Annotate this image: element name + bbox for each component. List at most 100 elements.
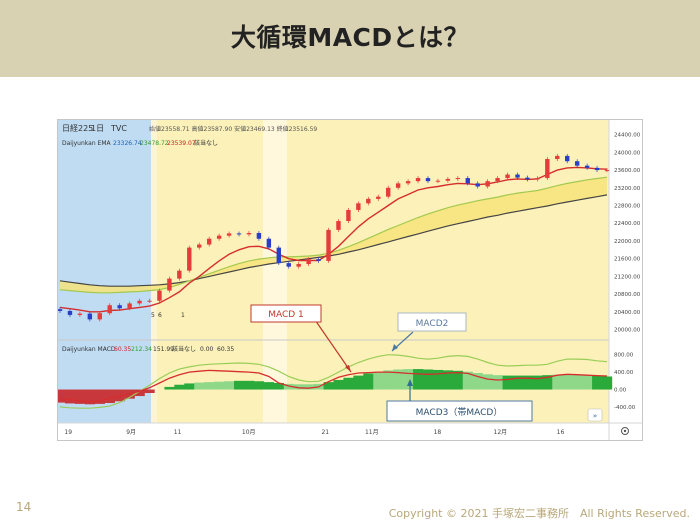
candle-body	[565, 155, 570, 162]
macd-band-bar	[144, 389, 155, 394]
macd-band-bar	[214, 381, 225, 390]
macd-value-2: 212.34	[131, 346, 152, 353]
candle-body	[58, 309, 63, 311]
macd-note: 該当なし	[172, 345, 196, 353]
symbol-label: 日経225	[62, 123, 93, 133]
macd-band-bar	[472, 372, 483, 390]
macd-band-bar	[552, 374, 563, 390]
candle-body	[435, 180, 441, 182]
macd-band-bar	[522, 375, 533, 390]
price-tick-label: 20800.00	[614, 292, 641, 298]
macd3-callout-box	[386, 400, 533, 422]
macd3-callout-label: MACD3（帯MACD）	[416, 406, 503, 418]
candle-body	[405, 181, 411, 184]
macd1-line	[59, 369, 608, 403]
macd-band-bar	[94, 389, 105, 404]
macd-band-bar	[164, 386, 175, 390]
ema-value-2: 23478.72	[140, 140, 169, 147]
candle-body	[485, 181, 490, 187]
candle-body	[147, 300, 152, 302]
price-tick-label: 21600.00	[614, 257, 641, 263]
macd-band-bar	[253, 381, 265, 390]
macd-band-bar	[134, 389, 145, 397]
macd-band-bar	[224, 381, 235, 390]
candle-body	[475, 183, 480, 187]
candle-body	[346, 209, 351, 222]
candle-body	[216, 235, 222, 239]
candle-body	[167, 278, 172, 291]
price-tick-label: 24400.00	[614, 133, 641, 139]
candle-body	[276, 247, 281, 264]
time-tick-label: 12月	[494, 429, 508, 436]
macd-band-bar	[383, 370, 394, 390]
candle-body	[127, 303, 132, 309]
slide-header: 大循環MACDとは？	[0, 0, 700, 77]
macd-band-bar	[74, 389, 86, 404]
macd1-callout-box	[250, 304, 322, 323]
candle-body	[326, 229, 331, 261]
macd2-callout-box	[397, 312, 467, 332]
macd-band-bar	[58, 389, 66, 403]
time-tick-label: 11	[174, 429, 182, 436]
candle-body	[574, 161, 580, 166]
trading-chart: 24400.00 24000.00 23600.00 23200.00 22800.00…	[58, 120, 642, 440]
macd-band-bar	[84, 389, 96, 405]
marker-1: 1	[181, 312, 185, 319]
macd2-line	[59, 354, 608, 409]
macd-band-bar	[343, 377, 354, 390]
macd-band-bar	[184, 383, 195, 390]
macd-value-3: 151.99	[153, 346, 174, 353]
macd-band-bar	[234, 380, 245, 390]
candle-body	[425, 178, 431, 182]
candle-body	[177, 270, 182, 279]
price-tick-label: 24000.00	[614, 150, 641, 156]
macd-band-bar	[562, 374, 573, 390]
gear-icon-center	[623, 429, 627, 433]
macd-indicator-label: Daijyunkan MACD	[62, 346, 116, 353]
macd1-callout-label: MACD 1	[268, 310, 304, 320]
ema-note: 該当なし	[194, 139, 218, 147]
macd1-arrow	[312, 316, 352, 373]
macd2-arrowhead	[392, 344, 398, 351]
chart-screenshot: 24400.00 24000.00 23600.00 23200.00 22800.00…	[57, 119, 643, 441]
macd-band-bar	[104, 389, 115, 404]
macd-band-bar	[204, 382, 215, 390]
candle-body	[306, 259, 311, 265]
ema-short-line	[59, 166, 608, 313]
candle-body	[555, 155, 560, 160]
macd-band-bar	[283, 383, 294, 390]
slide-title: 大循環MACDとは？	[230, 23, 470, 52]
price-tick-label: 20000.00	[614, 328, 641, 334]
macd-band-bar	[413, 369, 424, 390]
macd-band-bar	[64, 389, 76, 404]
macd-band-bar	[492, 375, 503, 390]
macd-band-bar	[512, 375, 523, 390]
macd-band-bar	[373, 371, 384, 390]
candle-body	[356, 203, 361, 210]
price-tick-label: 21200.00	[614, 274, 641, 280]
macd-tick-label: 0.00	[614, 388, 627, 394]
macd-band-bar	[592, 375, 603, 390]
macd-band-bar	[333, 379, 344, 390]
gear-icon[interactable]	[621, 427, 629, 435]
macd-band-bar	[572, 374, 583, 390]
marker-5: 5	[151, 312, 155, 319]
ema-ribbon	[60, 177, 607, 293]
macd-band-bar	[442, 370, 454, 390]
candle-body	[286, 263, 291, 267]
ema-value-1: 23326.74	[113, 140, 142, 147]
macd-band-bar	[303, 384, 314, 390]
candle-body	[117, 305, 122, 309]
candle-body	[455, 178, 461, 180]
candle-body	[236, 233, 242, 235]
scroll-to-latest-button[interactable]	[587, 408, 603, 422]
candle-body	[395, 183, 401, 188]
price-tick-label: 23600.00	[614, 168, 641, 174]
time-tick-label: 16	[557, 429, 565, 436]
candle-body	[256, 232, 262, 239]
candle-body	[137, 300, 142, 304]
candle-body	[336, 221, 341, 230]
macd-band-bar	[532, 375, 543, 390]
candle-body	[366, 198, 371, 204]
candle-body	[107, 305, 112, 314]
